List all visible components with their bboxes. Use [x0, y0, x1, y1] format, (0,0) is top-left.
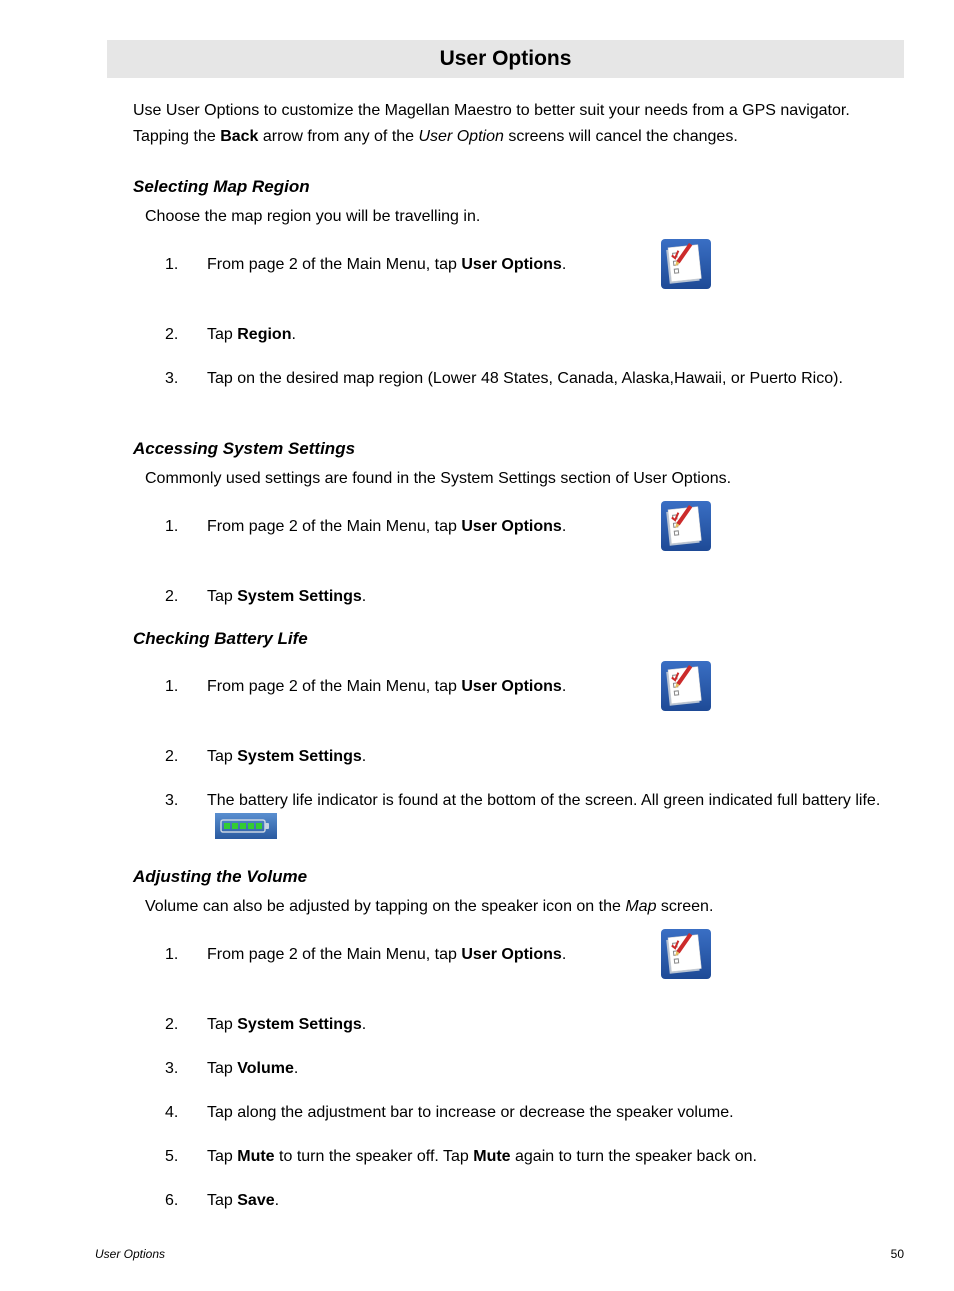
section-subtext: Volume can also be adjusted by tapping o…: [145, 895, 904, 919]
user-options-icon: [661, 239, 711, 297]
user-options-icon: [661, 501, 711, 559]
step-item: Tap on the desired map region (Lower 48 …: [165, 367, 904, 391]
step-item: From page 2 of the Main Menu, tap User O…: [165, 253, 904, 303]
page-footer: User Options 50: [95, 1247, 904, 1261]
section-heading-volume: Adjusting the Volume: [133, 867, 904, 887]
page-title: User Options: [440, 47, 572, 71]
step-item: Tap System Settings.: [165, 1013, 904, 1037]
intro-paragraph: Use User Options to customize the Magell…: [133, 98, 904, 149]
section-heading-map-region: Selecting Map Region: [133, 177, 904, 197]
step-item: Tap along the adjustment bar to increase…: [165, 1101, 904, 1125]
section-heading-system-settings: Accessing System Settings: [133, 439, 904, 459]
section-subtext: Choose the map region you will be travel…: [145, 205, 904, 229]
footer-section-name: User Options: [95, 1247, 165, 1261]
step-item: The battery life indicator is found at t…: [165, 789, 904, 847]
user-options-icon: [661, 661, 711, 719]
page-number: 50: [891, 1247, 904, 1261]
title-bar: User Options: [107, 40, 904, 78]
section-heading-battery: Checking Battery Life: [133, 629, 904, 649]
steps-list: From page 2 of the Main Menu, tap User O…: [95, 675, 904, 847]
step-item: Tap System Settings.: [165, 745, 904, 769]
step-item: From page 2 of the Main Menu, tap User O…: [165, 675, 904, 725]
step-item: From page 2 of the Main Menu, tap User O…: [165, 943, 904, 993]
step-item: Tap Region.: [165, 323, 904, 347]
battery-icon: [215, 813, 277, 847]
steps-list: From page 2 of the Main Menu, tap User O…: [95, 253, 904, 391]
step-item: Tap Volume.: [165, 1057, 904, 1081]
step-item: Tap System Settings.: [165, 585, 904, 609]
step-item: From page 2 of the Main Menu, tap User O…: [165, 515, 904, 565]
user-options-icon: [661, 929, 711, 987]
manual-page: User Options Use User Options to customi…: [0, 0, 954, 1291]
steps-list: From page 2 of the Main Menu, tap User O…: [95, 515, 904, 609]
step-item: Tap Mute to turn the speaker off. Tap Mu…: [165, 1145, 904, 1169]
step-item: Tap Save.: [165, 1189, 904, 1213]
section-subtext: Commonly used settings are found in the …: [145, 467, 904, 491]
steps-list: From page 2 of the Main Menu, tap User O…: [95, 943, 904, 1213]
